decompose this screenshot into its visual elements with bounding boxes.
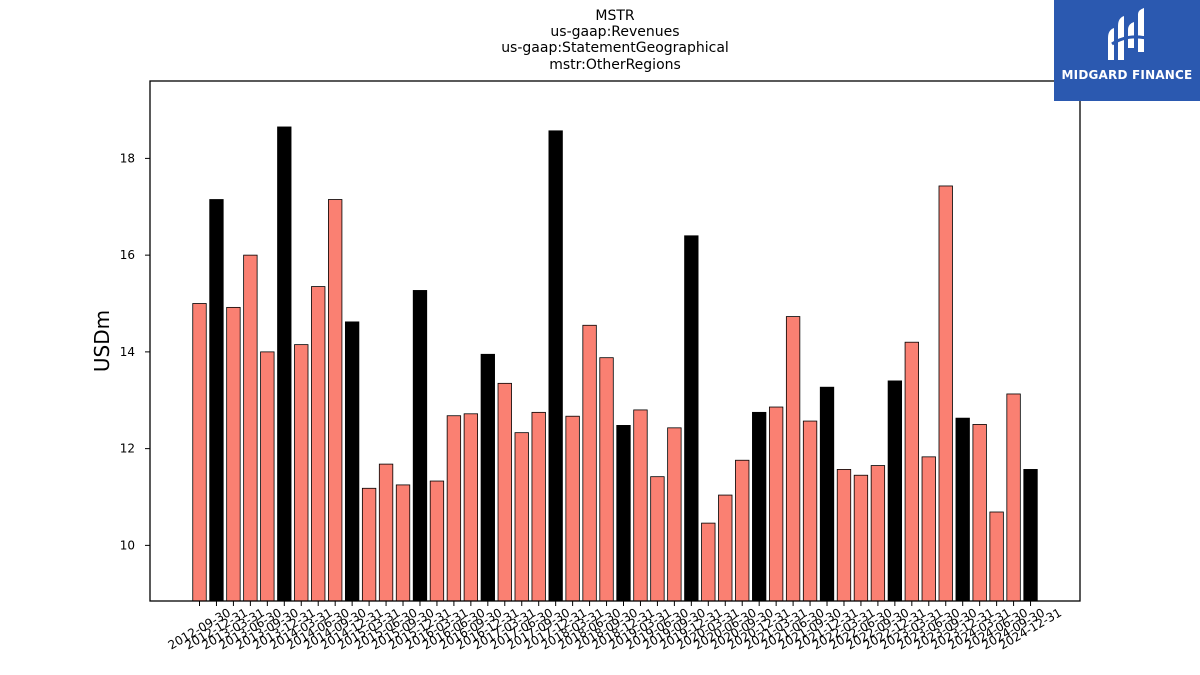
bar-2015-12-31 — [412, 290, 428, 602]
y-axis: 10 12 14 16 18 — [120, 151, 150, 552]
bar-2023-06-30 — [921, 456, 936, 602]
bar-2017-03-31 — [497, 382, 512, 602]
bars-group — [192, 126, 1038, 602]
bar-2013-03-31 — [226, 306, 241, 602]
bar-2020-09-30 — [735, 459, 750, 602]
logo-text: MIDGARD FINANCE — [1061, 68, 1193, 82]
bar-2019-03-31 — [633, 409, 648, 602]
y-tick-label: 16 — [120, 248, 135, 262]
y-tick-label: 14 — [120, 345, 135, 359]
bar-2014-09-30 — [328, 199, 343, 602]
plot-frame — [149, 80, 1081, 602]
bar-2013-06-30 — [243, 254, 258, 602]
title-line-1: MSTR — [595, 8, 635, 24]
x-axis: 2012-09-302012-12-312013-03-312013-06-30… — [166, 601, 1064, 652]
bar-2022-06-30 — [853, 474, 869, 602]
bar-2014-03-31 — [294, 344, 309, 602]
bar-2019-12-31 — [684, 235, 699, 602]
bar-2012-12-31 — [209, 199, 224, 602]
bar-2018-12-31 — [616, 425, 631, 602]
bar-2016-12-31 — [480, 353, 495, 602]
bar-2021-12-31 — [819, 386, 835, 602]
y-tick-label: 18 — [120, 151, 135, 165]
bar-2023-09-30 — [938, 185, 953, 602]
bar-2014-06-30 — [311, 286, 326, 602]
bar-2024-09-30 — [1006, 393, 1021, 602]
title-line-3: us-gaap:StatementGeographical — [501, 40, 729, 56]
bar-2019-09-30 — [667, 427, 682, 602]
bar-2016-06-30 — [446, 415, 462, 602]
title-line-4: mstr:OtherRegions — [549, 57, 681, 73]
bar-2021-06-30 — [785, 316, 801, 602]
bar-2017-09-30 — [531, 411, 546, 602]
bar-2024-03-31 — [972, 424, 987, 602]
bar-2022-03-31 — [836, 469, 852, 602]
y-tick-label: 10 — [120, 538, 135, 552]
bar-2020-12-31 — [752, 411, 767, 602]
bar-2018-09-30 — [599, 357, 614, 602]
midgard-logo-icon — [1108, 8, 1147, 60]
bar-2023-03-31 — [904, 341, 919, 602]
bar-2012-09-30 — [192, 303, 207, 602]
bar-2020-06-30 — [718, 494, 733, 602]
bar-2015-03-31 — [361, 487, 377, 602]
y-axis-label: USDm — [90, 310, 114, 372]
bar-2018-06-30 — [582, 324, 597, 602]
bar-2022-09-30 — [870, 465, 886, 602]
bar-2024-12-31 — [1023, 469, 1038, 602]
bar-2015-06-30 — [378, 463, 394, 602]
bar-2021-09-30 — [802, 420, 818, 602]
bar-2015-09-30 — [395, 484, 411, 602]
midgard-finance-logo: MIDGARD FINANCE — [1054, 0, 1200, 101]
bar-2023-12-31 — [955, 417, 970, 602]
bar-2020-03-31 — [701, 522, 716, 602]
title-line-2: us-gaap:Revenues — [550, 24, 679, 40]
bar-2017-06-30 — [514, 432, 529, 602]
bar-2016-03-31 — [429, 480, 445, 602]
bar-2024-06-30 — [989, 511, 1004, 602]
bar-2019-06-30 — [650, 476, 665, 602]
bar-2021-03-31 — [768, 406, 784, 602]
bar-2022-12-31 — [887, 380, 903, 602]
bar-2013-12-31 — [277, 126, 292, 602]
bar-2013-09-30 — [260, 351, 275, 602]
y-tick-label: 12 — [120, 442, 135, 456]
bar-2018-03-31 — [565, 415, 580, 602]
bar-2017-12-31 — [548, 130, 563, 602]
chart-title: MSTR us-gaap:Revenues us-gaap:StatementG… — [501, 8, 729, 73]
bar-2014-12-31 — [344, 321, 360, 602]
bar-2016-09-30 — [463, 413, 479, 602]
